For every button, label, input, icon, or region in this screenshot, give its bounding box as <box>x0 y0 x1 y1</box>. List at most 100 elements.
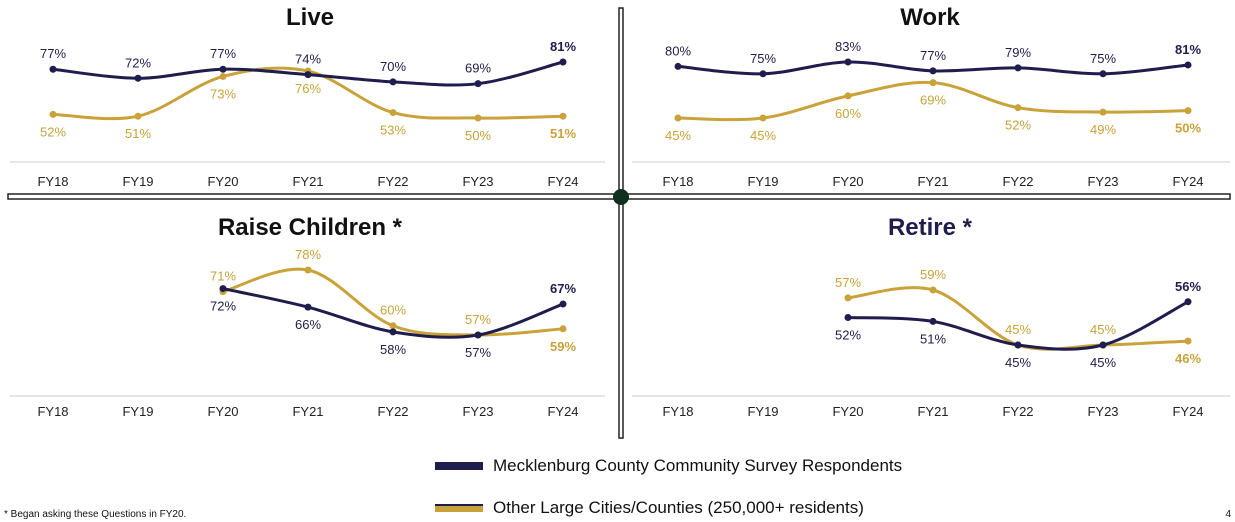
chart-3: FY18 FY19 FY20 FY21 FY22 FY23 FY24 57% 59% 45% 45%… <box>632 267 1230 419</box>
data-label-other: 51% <box>125 126 151 141</box>
data-label-mecklenburg: 51% <box>920 331 946 346</box>
data-point-mecklenburg <box>389 328 397 336</box>
x-tick-label: FY23 <box>462 174 493 189</box>
data-point-mecklenburg <box>1184 298 1192 306</box>
data-label-mecklenburg: 75% <box>1090 51 1116 66</box>
data-point-other <box>304 266 312 274</box>
legend-item-other: Other Large Cities/Counties (250,000+ re… <box>435 498 864 518</box>
x-tick-label: FY21 <box>292 174 323 189</box>
data-point-mecklenburg <box>929 67 937 75</box>
data-point-other <box>559 112 567 120</box>
x-tick-label: FY21 <box>917 404 948 419</box>
x-tick-label: FY19 <box>747 174 778 189</box>
data-label-other: 50% <box>465 128 491 143</box>
data-label-mecklenburg: 77% <box>920 48 946 63</box>
data-point-other <box>929 286 937 294</box>
data-label-mecklenburg: 72% <box>125 55 151 70</box>
chart-2: FY18 FY19 FY20 FY21 FY22 FY23 FY24 71% 78% 60% 57%… <box>10 247 605 419</box>
data-label-mecklenburg: 77% <box>40 46 66 61</box>
data-point-mecklenburg <box>304 303 312 311</box>
data-label-other: 45% <box>1005 322 1031 337</box>
data-point-mecklenburg <box>219 65 227 73</box>
data-point-mecklenburg <box>389 78 397 86</box>
data-label-other: 57% <box>465 312 491 327</box>
page-number: 4 <box>1225 509 1231 520</box>
x-tick-label: FY23 <box>1087 404 1118 419</box>
data-label-other: 59% <box>920 267 946 282</box>
x-tick-label: FY24 <box>1172 174 1203 189</box>
data-label-mecklenburg: 75% <box>750 51 776 66</box>
data-label-other: 50% <box>1175 121 1201 136</box>
data-point-mecklenburg <box>1099 70 1107 78</box>
x-tick-label: FY20 <box>832 174 863 189</box>
chart-title-raise-children: Raise Children * <box>217 214 403 241</box>
chart-1: FY18 FY19 FY20 FY21 FY22 FY23 FY24 45% 45% 60% 69%… <box>632 39 1230 189</box>
data-label-mecklenburg: 77% <box>210 46 236 61</box>
footnote: * Began asking these Questions in FY20. <box>4 509 187 520</box>
data-label-mecklenburg: 45% <box>1090 355 1116 370</box>
data-label-other: 45% <box>750 128 776 143</box>
data-point-other <box>929 79 937 87</box>
x-tick-label: FY21 <box>917 174 948 189</box>
data-label-mecklenburg: 58% <box>380 342 406 357</box>
data-label-mecklenburg: 45% <box>1005 355 1031 370</box>
data-point-mecklenburg <box>1184 61 1192 69</box>
x-tick-label: FY21 <box>292 404 323 419</box>
data-label-other: 78% <box>295 247 321 262</box>
data-point-other <box>1099 108 1107 116</box>
data-label-mecklenburg: 74% <box>295 52 321 67</box>
data-point-other <box>1184 337 1192 345</box>
data-point-other <box>134 112 142 120</box>
vertical-divider <box>618 7 624 439</box>
data-label-mecklenburg: 79% <box>1005 45 1031 60</box>
data-label-other: 45% <box>1090 322 1116 337</box>
chart-title-live: Live <box>285 4 335 31</box>
data-label-mecklenburg: 69% <box>465 61 491 76</box>
data-label-mecklenburg: 52% <box>835 328 861 343</box>
data-label-other: 60% <box>835 106 861 121</box>
data-label-other: 51% <box>550 126 576 141</box>
x-tick-label: FY23 <box>1087 174 1118 189</box>
data-label-mecklenburg: 81% <box>1175 42 1201 57</box>
data-label-other: 52% <box>1005 118 1031 133</box>
data-point-other <box>1184 107 1192 115</box>
data-point-mecklenburg <box>844 314 852 321</box>
data-point-mecklenburg <box>844 58 852 66</box>
x-tick-label: FY18 <box>37 174 68 189</box>
data-point-other <box>844 294 852 302</box>
x-tick-label: FY23 <box>462 404 493 419</box>
x-tick-label: FY20 <box>207 174 238 189</box>
x-tick-label: FY18 <box>662 404 693 419</box>
data-label-other: 76% <box>295 81 321 96</box>
data-point-mecklenburg <box>1014 64 1022 72</box>
data-point-other <box>759 114 767 122</box>
data-label-mecklenburg: 83% <box>835 39 861 54</box>
data-point-other <box>389 109 397 117</box>
data-label-mecklenburg: 72% <box>210 299 236 314</box>
x-tick-label: FY22 <box>1002 174 1033 189</box>
x-tick-label: FY22 <box>377 404 408 419</box>
data-point-mecklenburg <box>219 285 227 293</box>
data-point-mecklenburg <box>759 70 767 78</box>
data-point-other <box>474 114 482 122</box>
x-tick-label: FY24 <box>547 174 578 189</box>
data-label-other: 69% <box>920 93 946 108</box>
data-label-other: 57% <box>835 275 861 290</box>
data-label-mecklenburg: 80% <box>665 43 691 58</box>
x-tick-label: FY19 <box>747 404 778 419</box>
data-label-other: 53% <box>380 123 406 138</box>
x-tick-label: FY22 <box>1002 404 1033 419</box>
data-point-other <box>219 72 227 80</box>
data-label-other: 60% <box>380 303 406 318</box>
data-point-mecklenburg <box>559 58 567 66</box>
x-tick-label: FY18 <box>37 404 68 419</box>
legend-label-other: Other Large Cities/Counties (250,000+ re… <box>493 498 864 517</box>
data-label-other: 71% <box>210 269 236 284</box>
data-point-other <box>1014 104 1022 112</box>
data-point-mecklenburg <box>559 300 567 308</box>
x-tick-label: FY20 <box>207 404 238 419</box>
x-tick-label: FY22 <box>377 174 408 189</box>
legend-label-mecklenburg: Mecklenburg County Community Survey Resp… <box>493 456 903 475</box>
data-label-other: 45% <box>665 128 691 143</box>
